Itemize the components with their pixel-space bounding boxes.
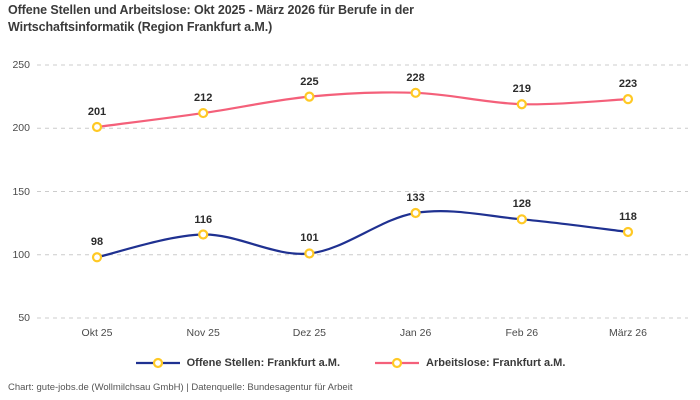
series-lines xyxy=(95,91,630,259)
data-point-label: 128 xyxy=(512,198,531,211)
data-point-label: 101 xyxy=(300,232,319,245)
series-markers xyxy=(91,87,634,263)
data-point-marker[interactable] xyxy=(304,248,315,259)
y-axis-tick-label: 100 xyxy=(12,248,30,261)
x-axis-tick-label: Nov 25 xyxy=(186,327,220,339)
data-point-label: 219 xyxy=(512,83,531,96)
x-axis-tick-label: Jan 26 xyxy=(399,327,432,339)
x-axis-tick-label: Feb 26 xyxy=(505,327,539,339)
x-axis-tick-label: Dez 25 xyxy=(292,327,327,339)
data-point-label: 228 xyxy=(406,71,425,84)
chart-svg xyxy=(37,64,688,319)
chart-legend: Offene Stellen: Frankfurt a.M. Arbeitslos… xyxy=(0,356,700,370)
legend-item[interactable]: Arbeitslose: Frankfurt a.M. xyxy=(374,356,565,370)
data-point-marker[interactable] xyxy=(304,91,315,102)
data-point-marker[interactable] xyxy=(622,226,634,238)
plot-area: 50 100 150 200 250 Okt 25 Nov 25 Dez 25 Jan 26 F… xyxy=(12,59,688,339)
data-point-marker[interactable] xyxy=(198,229,209,240)
legend-item[interactable]: Offene Stellen: Frankfurt a.M. xyxy=(135,356,340,370)
data-point-label: 201 xyxy=(87,105,107,118)
y-axis-tick-label: 50 xyxy=(18,312,30,324)
chart-title-line-2: Wirtschaftsinformatik (Region Frankfurt … xyxy=(8,20,273,34)
x-axis-tick-label: Okt 25 xyxy=(81,327,113,339)
chart-footer: Chart: gute-jobs.de (Wollmilchsau GmbH) … xyxy=(8,382,353,393)
y-axis-tick-label: 150 xyxy=(12,185,30,198)
data-point-label: 212 xyxy=(194,92,213,105)
data-point-marker[interactable] xyxy=(198,107,209,119)
x-axis-tick-label: März 26 xyxy=(609,327,647,339)
data-point-marker[interactable] xyxy=(410,207,421,219)
data-point-marker[interactable] xyxy=(91,121,103,133)
legend-label: Offene Stellen: Frankfurt a.M. xyxy=(186,357,341,369)
data-point-label: 223 xyxy=(618,78,638,91)
series-line xyxy=(95,91,630,129)
data-point-marker[interactable] xyxy=(516,214,527,225)
gridlines xyxy=(37,64,688,319)
data-point-label: 116 xyxy=(194,213,213,226)
legend-label: Arbeitslose: Frankfurt a.M. xyxy=(426,357,566,369)
data-point-label: 225 xyxy=(300,75,319,88)
chart-title: Offene Stellen und Arbeitslose: Okt 2025… xyxy=(8,2,688,36)
chart-title-line-1: Offene Stellen und Arbeitslose: Okt 2025… xyxy=(8,3,414,17)
series-line xyxy=(95,210,630,259)
data-point-marker[interactable] xyxy=(91,252,103,263)
y-axis-tick-label: 200 xyxy=(12,122,30,135)
data-point-marker[interactable] xyxy=(622,94,634,105)
data-point-label: 98 xyxy=(90,236,104,249)
data-point-marker[interactable] xyxy=(410,87,421,98)
data-point-label: 133 xyxy=(406,192,425,204)
data-point-label: 118 xyxy=(619,210,637,223)
legend-swatch-icon xyxy=(135,357,180,369)
legend-swatch-icon xyxy=(375,357,420,369)
y-axis-tick-label: 250 xyxy=(12,59,30,71)
data-point-marker[interactable] xyxy=(516,99,527,110)
